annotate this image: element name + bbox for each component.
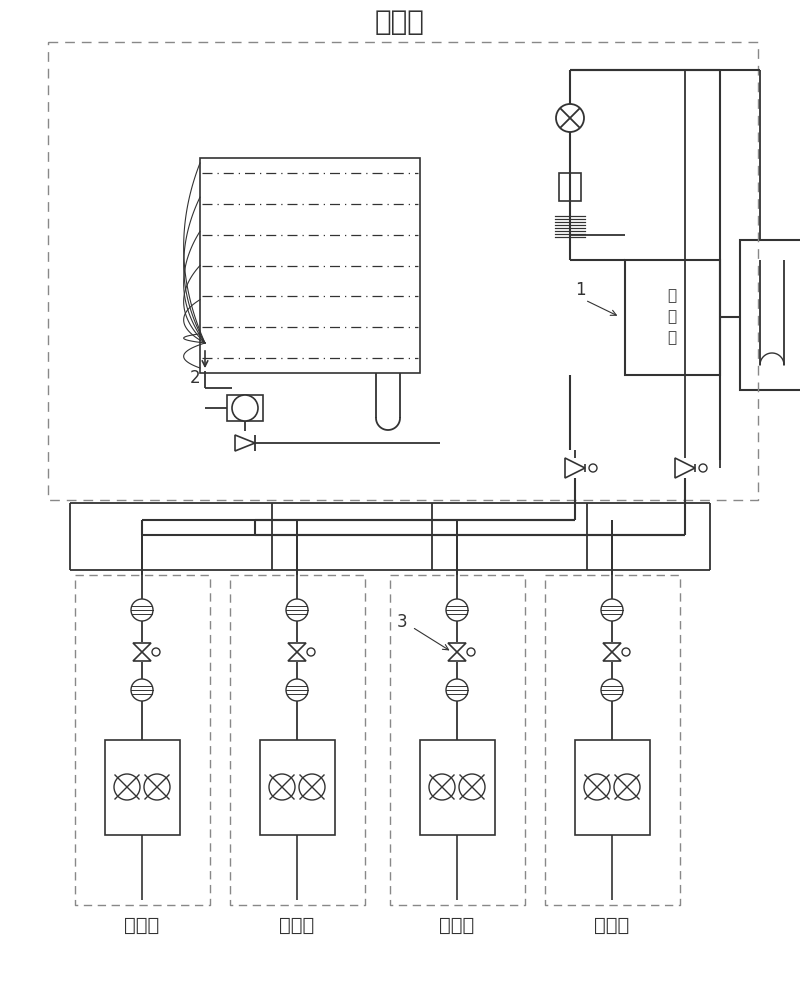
Circle shape xyxy=(114,774,140,800)
Bar xyxy=(559,173,581,201)
Bar xyxy=(740,240,800,390)
Polygon shape xyxy=(133,643,151,652)
Text: 室内机: 室内机 xyxy=(279,916,314,935)
Circle shape xyxy=(131,679,153,701)
Circle shape xyxy=(622,648,630,656)
Polygon shape xyxy=(288,652,306,661)
Text: 3: 3 xyxy=(397,613,407,631)
Text: 室内机: 室内机 xyxy=(594,916,630,935)
Polygon shape xyxy=(675,458,695,478)
Circle shape xyxy=(144,774,170,800)
Circle shape xyxy=(446,599,468,621)
Bar xyxy=(420,740,495,835)
Text: 室内机: 室内机 xyxy=(124,916,160,935)
Circle shape xyxy=(299,774,325,800)
Text: 2: 2 xyxy=(190,369,200,387)
Polygon shape xyxy=(448,643,466,652)
Circle shape xyxy=(467,648,475,656)
Circle shape xyxy=(584,774,610,800)
Circle shape xyxy=(131,599,153,621)
Bar xyxy=(105,740,180,835)
Circle shape xyxy=(459,774,485,800)
Text: 室内机: 室内机 xyxy=(439,916,474,935)
Circle shape xyxy=(614,774,640,800)
Circle shape xyxy=(699,464,707,472)
Polygon shape xyxy=(565,458,585,478)
Polygon shape xyxy=(448,652,466,661)
Circle shape xyxy=(232,395,258,421)
Circle shape xyxy=(601,679,623,701)
Bar xyxy=(227,395,263,421)
Circle shape xyxy=(286,679,308,701)
Polygon shape xyxy=(603,652,621,661)
Circle shape xyxy=(152,648,160,656)
Circle shape xyxy=(286,599,308,621)
Text: 1: 1 xyxy=(574,281,586,299)
Bar xyxy=(575,740,650,835)
Circle shape xyxy=(307,648,315,656)
Circle shape xyxy=(601,599,623,621)
Polygon shape xyxy=(133,652,151,661)
Polygon shape xyxy=(603,643,621,652)
Circle shape xyxy=(556,104,584,132)
Circle shape xyxy=(446,679,468,701)
Text: 室外机: 室外机 xyxy=(375,8,425,36)
Bar xyxy=(625,260,720,375)
Circle shape xyxy=(589,464,597,472)
Polygon shape xyxy=(288,643,306,652)
Bar xyxy=(200,158,420,373)
Bar xyxy=(260,740,335,835)
Polygon shape xyxy=(235,435,255,451)
Text: 压
缩
机: 压 缩 机 xyxy=(667,289,677,345)
Circle shape xyxy=(429,774,455,800)
Circle shape xyxy=(269,774,295,800)
